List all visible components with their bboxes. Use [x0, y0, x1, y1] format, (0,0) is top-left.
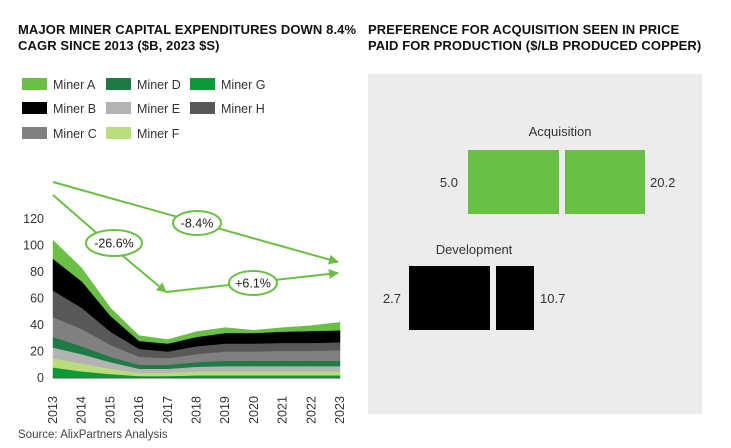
legend-label: Miner G	[221, 78, 266, 92]
legend-item: Miner D	[106, 78, 181, 92]
x-tick-label: 2019	[218, 396, 232, 424]
acquisition-value-low: 5.0	[440, 175, 458, 190]
acquisition-block-1	[468, 150, 559, 214]
acquisition-label: Acquisition	[529, 124, 592, 139]
development-block-1	[409, 266, 490, 330]
y-tick-label: 60	[30, 292, 44, 306]
left-chart-title: MAJOR MINER CAPITAL EXPENDITURES DOWN 8.…	[18, 22, 357, 53]
legend-label: Miner C	[53, 127, 97, 141]
x-tick-label: 2014	[75, 396, 89, 424]
y-tick-label: 40	[30, 318, 44, 332]
legend-swatch	[106, 127, 131, 139]
legend-swatch	[190, 78, 215, 90]
legend-label: Miner H	[221, 102, 265, 116]
development-label: Development	[436, 242, 513, 257]
x-tick-label: 2023	[333, 396, 347, 424]
y-tick-label: 120	[23, 212, 44, 226]
development-value-low: 2.7	[383, 291, 401, 306]
area-series-miner-a	[52, 239, 341, 344]
acquisition-value-high: 20.2	[650, 175, 675, 190]
legend-item: Miner F	[106, 127, 179, 141]
legend-item: Miner E	[106, 102, 180, 116]
legend-swatch	[22, 127, 47, 139]
annotation-label: +6.1%	[235, 277, 271, 291]
legend-swatch	[106, 102, 131, 114]
legend-swatch	[22, 102, 47, 114]
annotation-bubble	[172, 210, 222, 236]
y-tick-label: 100	[23, 239, 44, 253]
annotation-bubble	[85, 229, 143, 257]
annotation-label: -8.4%	[181, 217, 214, 231]
legend-label: Miner B	[53, 102, 97, 116]
x-tick-label: 2017	[161, 396, 175, 424]
x-tick-label: 2021	[276, 396, 290, 424]
x-tick-label: 2013	[46, 396, 60, 424]
legend-item: Miner B	[22, 102, 96, 116]
legend-swatch	[190, 102, 215, 114]
x-tick-label: 2020	[247, 396, 261, 424]
legend-swatch	[22, 78, 47, 90]
legend-label: Miner D	[137, 78, 181, 92]
x-tick-label: 2015	[103, 396, 117, 424]
source-note: Source: AlixPartners Analysis	[18, 429, 168, 441]
legend-label: Miner A	[53, 78, 96, 92]
right-chart-title: PREFERENCE FOR ACQUISITION SEEN IN PRICE…	[368, 22, 702, 53]
price-paid-chart: Acquisition 5.0 20.2 Development 2.7 10.7	[383, 124, 675, 330]
legend-item: Miner H	[190, 102, 265, 116]
trend-arrow-decline	[52, 194, 167, 293]
x-tick-label: 2022	[304, 396, 318, 424]
development-block-2	[496, 266, 534, 330]
annotation-label: -26.6%	[94, 237, 134, 251]
acquisition-vs-development-panel: Acquisition 5.0 20.2 Development 2.7 10.7	[368, 74, 702, 414]
acquisition-block-2	[565, 150, 645, 214]
annotation-bubble	[228, 270, 278, 296]
y-tick-label: 0	[37, 371, 44, 385]
legend-item: Miner G	[190, 78, 265, 92]
legend-swatch	[106, 78, 131, 90]
x-tick-label: 2018	[190, 396, 204, 424]
legend-item: Miner A	[22, 78, 95, 92]
legend-label: Miner F	[137, 127, 180, 141]
legend-item: Miner C	[22, 127, 97, 141]
capex-area-chart: 0 20 40 60 80 100 120 2013 2014 2015 2016 2017 2018 2…	[23, 181, 347, 424]
x-tick-label: 2016	[132, 396, 146, 424]
y-tick-label: 80	[30, 265, 44, 279]
legend-label: Miner E	[137, 102, 181, 116]
development-value-high: 10.7	[540, 291, 565, 306]
y-tick-label: 20	[30, 345, 44, 359]
